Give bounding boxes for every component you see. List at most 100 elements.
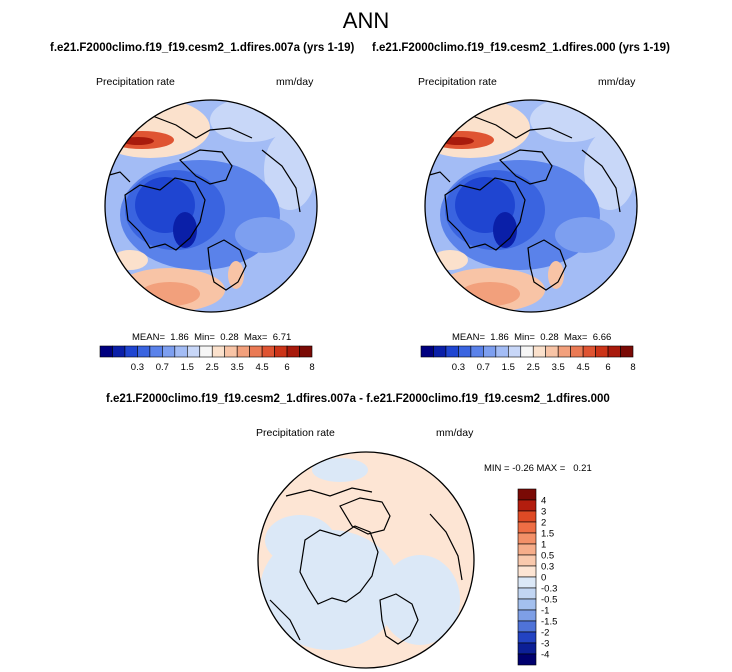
right-colorbar-box [483,345,497,358]
diff-colorbar-tick-label: 4 [541,496,546,507]
left-variable-label: Precipitation rate [96,76,175,88]
right-colorbar-box [582,345,596,358]
diff-colorbar-tick-label: 0.3 [541,562,554,573]
diff-colorbar-box [517,576,537,589]
left-colorbar-box [186,345,201,358]
left-colorbar-box [199,345,213,358]
right-colorbar-box [545,345,559,358]
right-units-label: mm/day [598,76,636,88]
left-colorbar-box [149,345,163,358]
diff-colorbar-tick-label: 2 [541,518,546,529]
right-colorbar-box [607,345,621,358]
left-colorbar-tick-label: 4.5 [256,362,269,373]
diff-colorbar-box [517,631,537,644]
diff-colorbar-tick-label: -1 [541,606,549,617]
right-colorbar-box [570,345,584,358]
right-stats: MEAN= 1.86 Min= 0.28 Max= 6.66 [452,332,612,343]
diff-case-title: f.e21.F2000climo.f19_f19.cesm2_1.dfires.… [106,393,610,405]
right-colorbar-tick-label: 8 [630,362,635,373]
left-colorbar-box [124,345,138,358]
left-polar-map [105,100,317,312]
right-colorbar-box [420,345,434,358]
left-colorbar-box [211,345,226,358]
right-colorbar-tick-label: 0.3 [452,362,465,373]
left-colorbar: 0.3 0.7 1.5 2.5 3.5 4.5 6 8 [99,345,315,373]
right-variable-label: Precipitation rate [418,76,497,88]
diff-colorbar-tick-label: 1 [541,540,546,551]
diff-colorbar-tick-label: -1.5 [541,617,557,628]
diff-colorbar-box [517,620,537,633]
left-colorbar-tick-label: 6 [284,362,289,373]
left-colorbar-tick-label: 0.3 [131,362,144,373]
left-colorbar-box [286,345,300,358]
left-colorbar-tick-label: 1.5 [181,362,194,373]
right-colorbar-box [495,345,509,358]
left-colorbar-box [299,345,313,358]
diff-colorbar-tick-label: -0.5 [541,595,557,606]
diff-colorbar-tick-label: 0.5 [541,551,554,562]
left-case-title: f.e21.F2000climo.f19_f19.cesm2_1.dfires.… [50,42,355,54]
diff-colorbar-box [517,565,537,578]
diff-units-label: mm/day [436,427,474,439]
left-colorbar-box [224,345,238,358]
diff-colorbar-tick-label: -4 [541,650,549,661]
diff-colorbar-tick-label: 1.5 [541,529,554,540]
diff-colorbar-box [517,532,537,545]
diff-colorbar-box [517,598,537,611]
diff-colorbar-box [517,653,537,666]
right-colorbar-box [532,345,547,358]
diff-colorbar-box [517,543,537,556]
diff-map-border [257,451,475,669]
right-colorbar-tick-label: 6 [605,362,610,373]
diff-colorbar-box [517,609,537,622]
right-colorbar-tick-label: 1.5 [502,362,515,373]
left-colorbar-box [249,345,263,358]
right-colorbar-box [470,345,484,358]
right-case-title: f.e21.F2000climo.f19_f19.cesm2_1.dfires.… [372,42,670,54]
diff-stats: MIN = -0.26 MAX = 0.21 [484,463,592,474]
right-colorbar-box [557,345,571,358]
right-colorbar-tick-label: 3.5 [552,362,565,373]
left-colorbar-box [137,345,151,358]
diff-colorbar-box [517,587,537,600]
right-colorbar-tick-label: 4.5 [577,362,590,373]
diff-colorbar-tick-label: -0.3 [541,584,557,595]
left-map-border [104,99,318,313]
left-colorbar-box [112,345,126,358]
left-units-label: mm/day [276,76,314,88]
diff-colorbar-tick-label: -3 [541,639,549,650]
left-colorbar-tick-label: 3.5 [231,362,244,373]
left-colorbar-box [236,345,250,358]
left-colorbar-tick-label: 0.7 [156,362,169,373]
left-colorbar-box [99,345,113,358]
diff-colorbar-box [517,554,537,567]
diff-variable-label: Precipitation rate [256,427,335,439]
right-colorbar-tick-label: 2.5 [527,362,540,373]
right-colorbar-box [620,345,634,358]
left-stats: MEAN= 1.86 Min= 0.28 Max= 6.71 [132,332,292,343]
diff-colorbar-box [517,521,537,534]
right-colorbar-box [507,345,522,358]
left-colorbar-box [261,345,275,358]
diff-colorbar-tick-label: 0 [541,573,546,584]
diff-colorbar-tick-label: 3 [541,507,546,518]
right-colorbar-box [458,345,472,358]
diff-colorbar-box [517,499,537,512]
right-colorbar-tick-label: 0.7 [477,362,490,373]
main-title: ANN [342,8,390,33]
diff-colorbar-box [517,510,537,523]
diff-colorbar-box [517,488,537,501]
right-colorbar: 0.3 0.7 1.5 2.5 3.5 4.5 6 8 [420,345,636,373]
right-colorbar-box [595,345,609,358]
left-colorbar-box [274,345,288,358]
left-colorbar-box [174,345,188,358]
right-polar-map [425,100,637,312]
right-map-border [424,99,638,313]
right-colorbar-box [433,345,447,358]
left-colorbar-tick-label: 8 [309,362,314,373]
diff-colorbar-tick-label: -2 [541,628,549,639]
right-colorbar-box [520,345,534,358]
right-colorbar-box [445,345,459,358]
